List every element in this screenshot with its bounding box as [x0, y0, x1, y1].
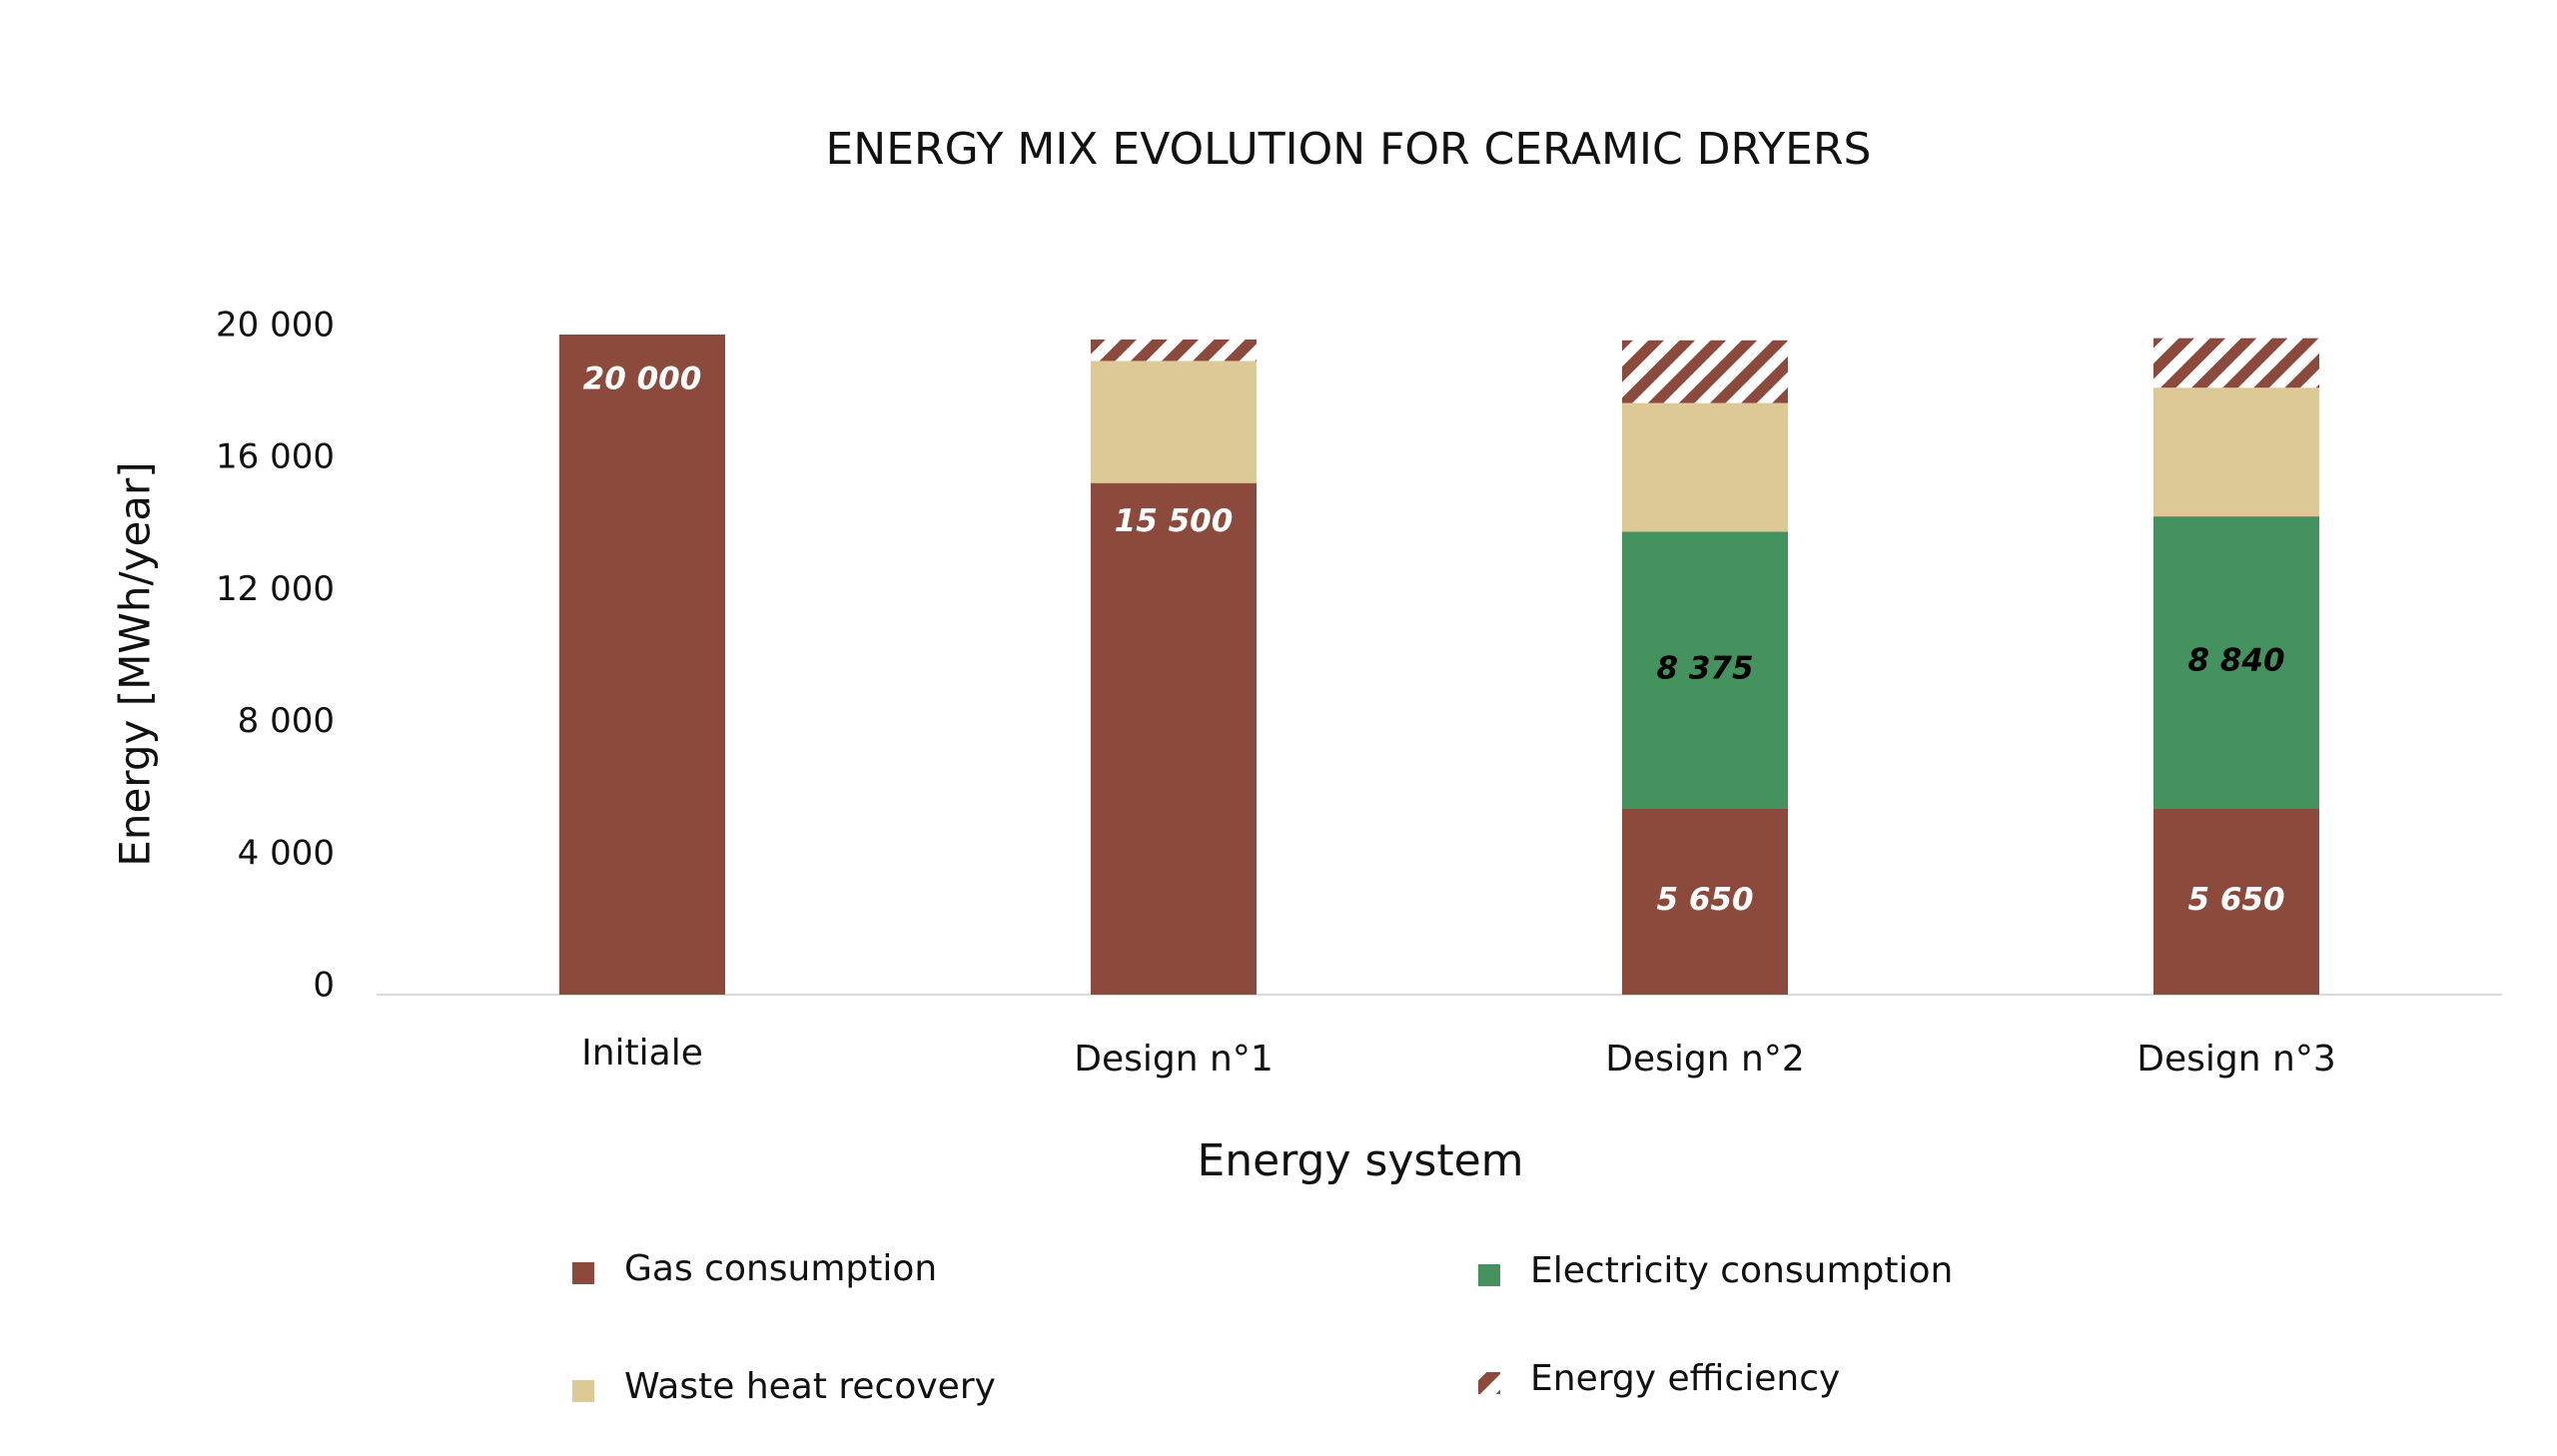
y-tick-label: 12 000 — [216, 569, 335, 609]
x-tick-label: Initiale — [581, 1033, 703, 1074]
bar-segment — [1622, 402, 1788, 532]
bar-segment — [1091, 482, 1257, 996]
bar-segment — [559, 335, 725, 995]
data-label: 15 500 — [1115, 503, 1234, 539]
x-axis-title: Energy system — [1197, 1135, 1523, 1186]
legend-label: Energy efficiency — [1530, 1358, 1840, 1399]
bar-segment — [1091, 361, 1257, 483]
legend-swatch — [572, 1380, 594, 1402]
bar-segment — [1622, 340, 1788, 403]
legend-swatch — [572, 1262, 594, 1284]
x-tick-label: Design n°1 — [1074, 1039, 1273, 1080]
chart-title: ENERGY MIX EVOLUTION FOR CERAMIC DRYERS — [826, 124, 1872, 175]
y-tick-label: 20 000 — [216, 306, 335, 346]
x-tick-label: Design n°2 — [1605, 1039, 1804, 1080]
bar-segment — [2153, 516, 2319, 809]
bar-segment — [1091, 339, 1257, 362]
y-tick-label: 16 000 — [216, 437, 335, 477]
y-tick-label: 0 — [313, 966, 335, 1006]
data-label: 8 375 — [1656, 650, 1753, 686]
legend-swatch — [1478, 1372, 1500, 1394]
y-tick-label: 4 000 — [238, 833, 335, 873]
bar-segment — [2153, 338, 2319, 388]
bar-segment — [1622, 531, 1788, 809]
data-label: 5 650 — [1656, 882, 1753, 918]
bar-segment — [2153, 808, 2319, 995]
legend-label: Waste heat recovery — [624, 1366, 996, 1407]
bar-segment — [2153, 387, 2319, 517]
bar-segment — [1622, 808, 1788, 995]
x-tick-label: Design n°3 — [2136, 1039, 2335, 1080]
legend-label: Gas consumption — [624, 1248, 937, 1289]
data-label: 5 650 — [2187, 882, 2284, 918]
data-label: 8 840 — [2187, 643, 2284, 679]
legend-label: Electricity consumption — [1530, 1250, 1953, 1291]
y-axis-title: Energy [MWh/year] — [111, 461, 160, 866]
y-tick-label: 8 000 — [238, 701, 335, 741]
data-label: 20 000 — [583, 362, 702, 397]
legend-swatch — [1478, 1264, 1500, 1286]
